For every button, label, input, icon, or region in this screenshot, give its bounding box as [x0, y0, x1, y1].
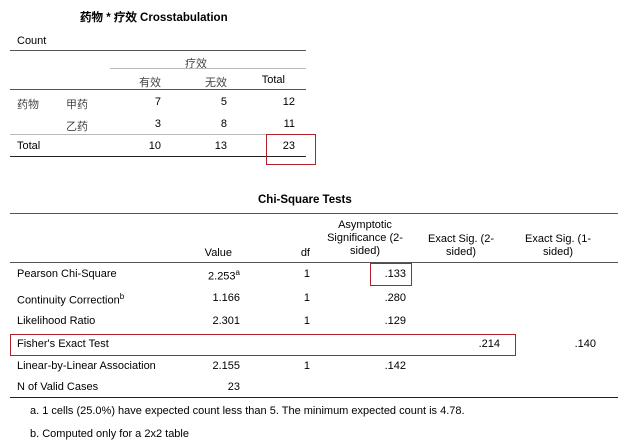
row-label: Likelihood Ratio: [17, 315, 95, 327]
row-label: Continuity Correctionb: [17, 292, 124, 307]
header-value: Value: [204, 247, 232, 259]
col-header: Total: [261, 74, 285, 86]
footnote: b. Computed only for a 2x2 table: [30, 428, 189, 440]
row-label: N of Valid Cases: [17, 381, 98, 393]
row-label: Linear-by-Linear Association: [17, 360, 156, 372]
row-label: Fisher's Exact Test: [17, 338, 109, 350]
crosstab-row-rule: [10, 134, 306, 135]
cell-value: 8: [220, 118, 227, 130]
crosstab-header-rule: [10, 89, 306, 90]
chisq-top-rule: [10, 213, 618, 214]
asymp-sig-value: .133: [384, 268, 406, 280]
crosstab-top-rule: [10, 50, 306, 51]
stat-value-text: 23: [227, 381, 240, 393]
total-row-label: Total: [17, 140, 41, 152]
col-header: 有效: [139, 77, 161, 89]
header-exact-sig-1: Exact Sig. (1-sided): [524, 233, 592, 258]
cell-value: 11: [283, 118, 295, 130]
stat-value: 23: [180, 381, 240, 393]
row-label-text: Linear-by-Linear Association: [17, 360, 156, 372]
count-label: Count: [17, 35, 47, 47]
asymp-sig-value: .129: [384, 315, 406, 327]
footnote-marker: a: [235, 268, 240, 277]
header-asymp-sig: Asymptotic Significance (2-sided): [327, 219, 403, 257]
row-label: 乙药: [66, 121, 88, 133]
highlight-fisher-row: [10, 334, 516, 356]
stat-value: 1.166: [180, 292, 240, 304]
header-exact-sig-2: Exact Sig. (2-sided): [427, 233, 495, 258]
row-label-text: Fisher's Exact Test: [17, 338, 109, 350]
stat-value: 2.301: [180, 315, 240, 327]
row-label: Pearson Chi-Square: [17, 268, 117, 280]
row-label-text: Pearson Chi-Square: [17, 268, 117, 280]
row-label-text: Continuity Correction: [17, 294, 120, 307]
total-value: 13: [214, 140, 227, 152]
cell-value: 12: [282, 96, 295, 108]
df-value: 1: [303, 268, 310, 280]
highlight-pearson-sig: [370, 263, 412, 286]
df-value: 1: [303, 315, 310, 327]
exact-sig-2-value: .214: [478, 338, 500, 350]
chisq-title: Chi-Square Tests: [258, 194, 352, 206]
stat-value-text: 2.253: [208, 270, 236, 283]
total-value: 10: [148, 140, 161, 152]
crosstab-col-group-header: 疗效: [185, 58, 207, 70]
stat-value: 2.155: [180, 360, 240, 372]
df-value: 1: [303, 360, 310, 372]
cell-value: 5: [220, 96, 227, 108]
highlight-total-box: [266, 134, 316, 165]
col-header: 无效: [205, 77, 227, 89]
row-group-label: 药物: [17, 99, 39, 111]
stat-value-text: 2.301: [212, 315, 240, 327]
cell-value: 7: [154, 96, 161, 108]
stat-value-text: 2.155: [212, 360, 240, 372]
stat-value-text: 1.166: [212, 292, 240, 304]
stat-value: 2.253a: [180, 268, 240, 283]
col-group-rule: [110, 68, 306, 69]
crosstab-bottom-rule: [10, 156, 306, 157]
row-label-text: N of Valid Cases: [17, 381, 99, 393]
footnote-marker: b: [119, 292, 125, 301]
total-value: 23: [282, 140, 295, 152]
df-value: 1: [303, 292, 310, 304]
footnote: a. 1 cells (25.0%) have expected count l…: [30, 405, 465, 417]
row-label-text: Likelihood Ratio: [17, 315, 96, 327]
asymp-sig-value: .280: [384, 292, 406, 304]
chisq-header-rule: [10, 262, 618, 263]
row-label: 甲药: [66, 99, 88, 111]
header-df: df: [300, 247, 310, 259]
exact-sig-1-value: .140: [574, 338, 596, 350]
asymp-sig-value: .142: [384, 360, 406, 372]
crosstab-title: 药物 * 疗效 Crosstabulation: [80, 12, 228, 24]
cell-value: 3: [154, 118, 161, 130]
chisq-bottom-rule: [10, 397, 618, 398]
